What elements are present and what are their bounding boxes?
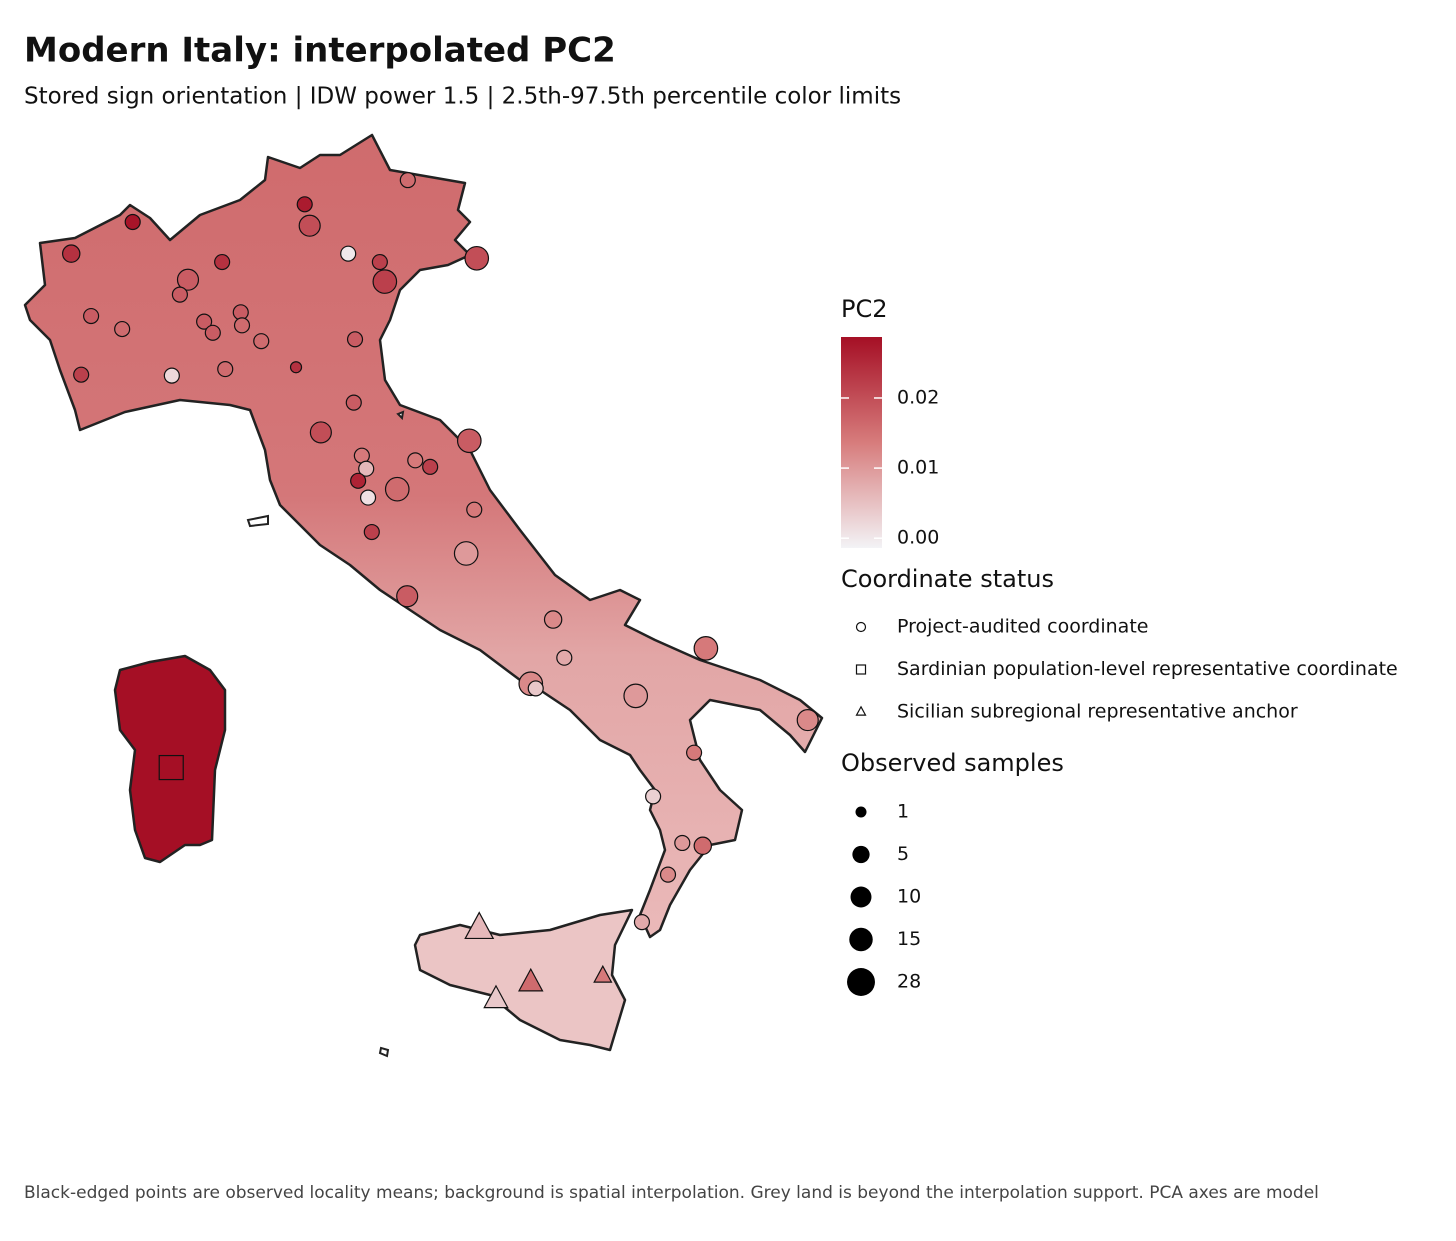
point <box>359 489 377 506</box>
colorbar-tick-label: 0.00 <box>897 527 939 549</box>
point <box>358 460 375 477</box>
point <box>340 245 357 262</box>
point <box>309 421 332 444</box>
size-key <box>850 886 872 908</box>
colorbar-tick-label: 0.01 <box>897 457 939 479</box>
mainland <box>23 133 824 939</box>
shape-legend-title: Coordinate status <box>841 565 1054 593</box>
subtitle: Stored sign orientation | IDW power 1.5 … <box>24 84 901 110</box>
point <box>298 214 321 237</box>
color-legend-title: PC2 <box>841 295 888 323</box>
point <box>371 253 388 271</box>
point <box>163 367 180 384</box>
point <box>518 967 544 992</box>
islet <box>396 410 405 421</box>
points <box>61 172 819 1009</box>
point <box>346 331 364 348</box>
point <box>693 836 713 856</box>
point <box>83 307 100 325</box>
colorbar-ticks: 0.00 0.01 0.02 <box>841 386 939 549</box>
point <box>363 523 380 541</box>
point <box>204 324 221 341</box>
caption: Black-edged points are observed locality… <box>24 1183 1319 1203</box>
point <box>296 196 313 213</box>
size-legend-title: Observed samples <box>841 749 1064 777</box>
point <box>466 501 483 518</box>
legend-label: Project-audited coordinate <box>897 616 1148 638</box>
point <box>350 472 367 489</box>
point <box>543 610 563 629</box>
point <box>556 649 573 666</box>
size-key <box>849 927 873 952</box>
point <box>399 172 416 189</box>
point <box>176 268 200 291</box>
point <box>214 253 231 271</box>
point <box>693 636 719 661</box>
colorbar-tick-label: 0.02 <box>897 386 939 408</box>
point <box>345 394 362 411</box>
colorbar <box>841 337 882 548</box>
point <box>407 452 424 469</box>
point <box>61 244 81 263</box>
point <box>464 245 490 271</box>
point <box>674 834 691 852</box>
shape-legend: Project-audited coordinate Sardinian popu… <box>855 616 1398 723</box>
point <box>483 984 509 1009</box>
point <box>124 213 141 231</box>
point <box>384 476 410 502</box>
size-key <box>852 845 870 864</box>
legend-label: Sicilian subregional representative anch… <box>897 701 1298 723</box>
legend-label: Sardinian population-level representativ… <box>897 658 1398 680</box>
point <box>796 709 819 732</box>
point <box>633 914 651 931</box>
point <box>686 744 703 761</box>
point <box>253 333 270 350</box>
size-key <box>855 806 867 818</box>
point <box>645 788 662 805</box>
title: Modern Italy: interpolated PC2 <box>24 31 616 71</box>
point <box>453 541 479 566</box>
point <box>623 683 649 709</box>
point <box>217 361 234 378</box>
point <box>196 313 213 330</box>
point <box>422 458 439 475</box>
size-key <box>847 968 875 996</box>
point <box>289 361 303 374</box>
point <box>593 964 613 983</box>
point <box>171 286 188 303</box>
point <box>527 680 544 697</box>
legend-symbol <box>855 664 867 675</box>
point <box>372 269 398 294</box>
point <box>233 317 251 334</box>
point <box>456 428 482 454</box>
islet <box>378 1046 390 1058</box>
size-label: 15 <box>897 928 921 950</box>
size-label: 1 <box>897 801 909 823</box>
point <box>114 320 131 338</box>
point <box>464 911 495 940</box>
point <box>158 754 184 781</box>
sicily <box>413 908 634 1052</box>
point <box>396 585 419 608</box>
size-label: 28 <box>897 971 921 993</box>
point <box>73 366 90 383</box>
point <box>659 866 677 883</box>
size-label: 10 <box>897 886 921 908</box>
land <box>23 133 824 1058</box>
islet <box>246 514 269 528</box>
size-label: 5 <box>897 843 909 865</box>
legend-symbol <box>855 705 867 716</box>
legend-symbol <box>855 621 867 633</box>
